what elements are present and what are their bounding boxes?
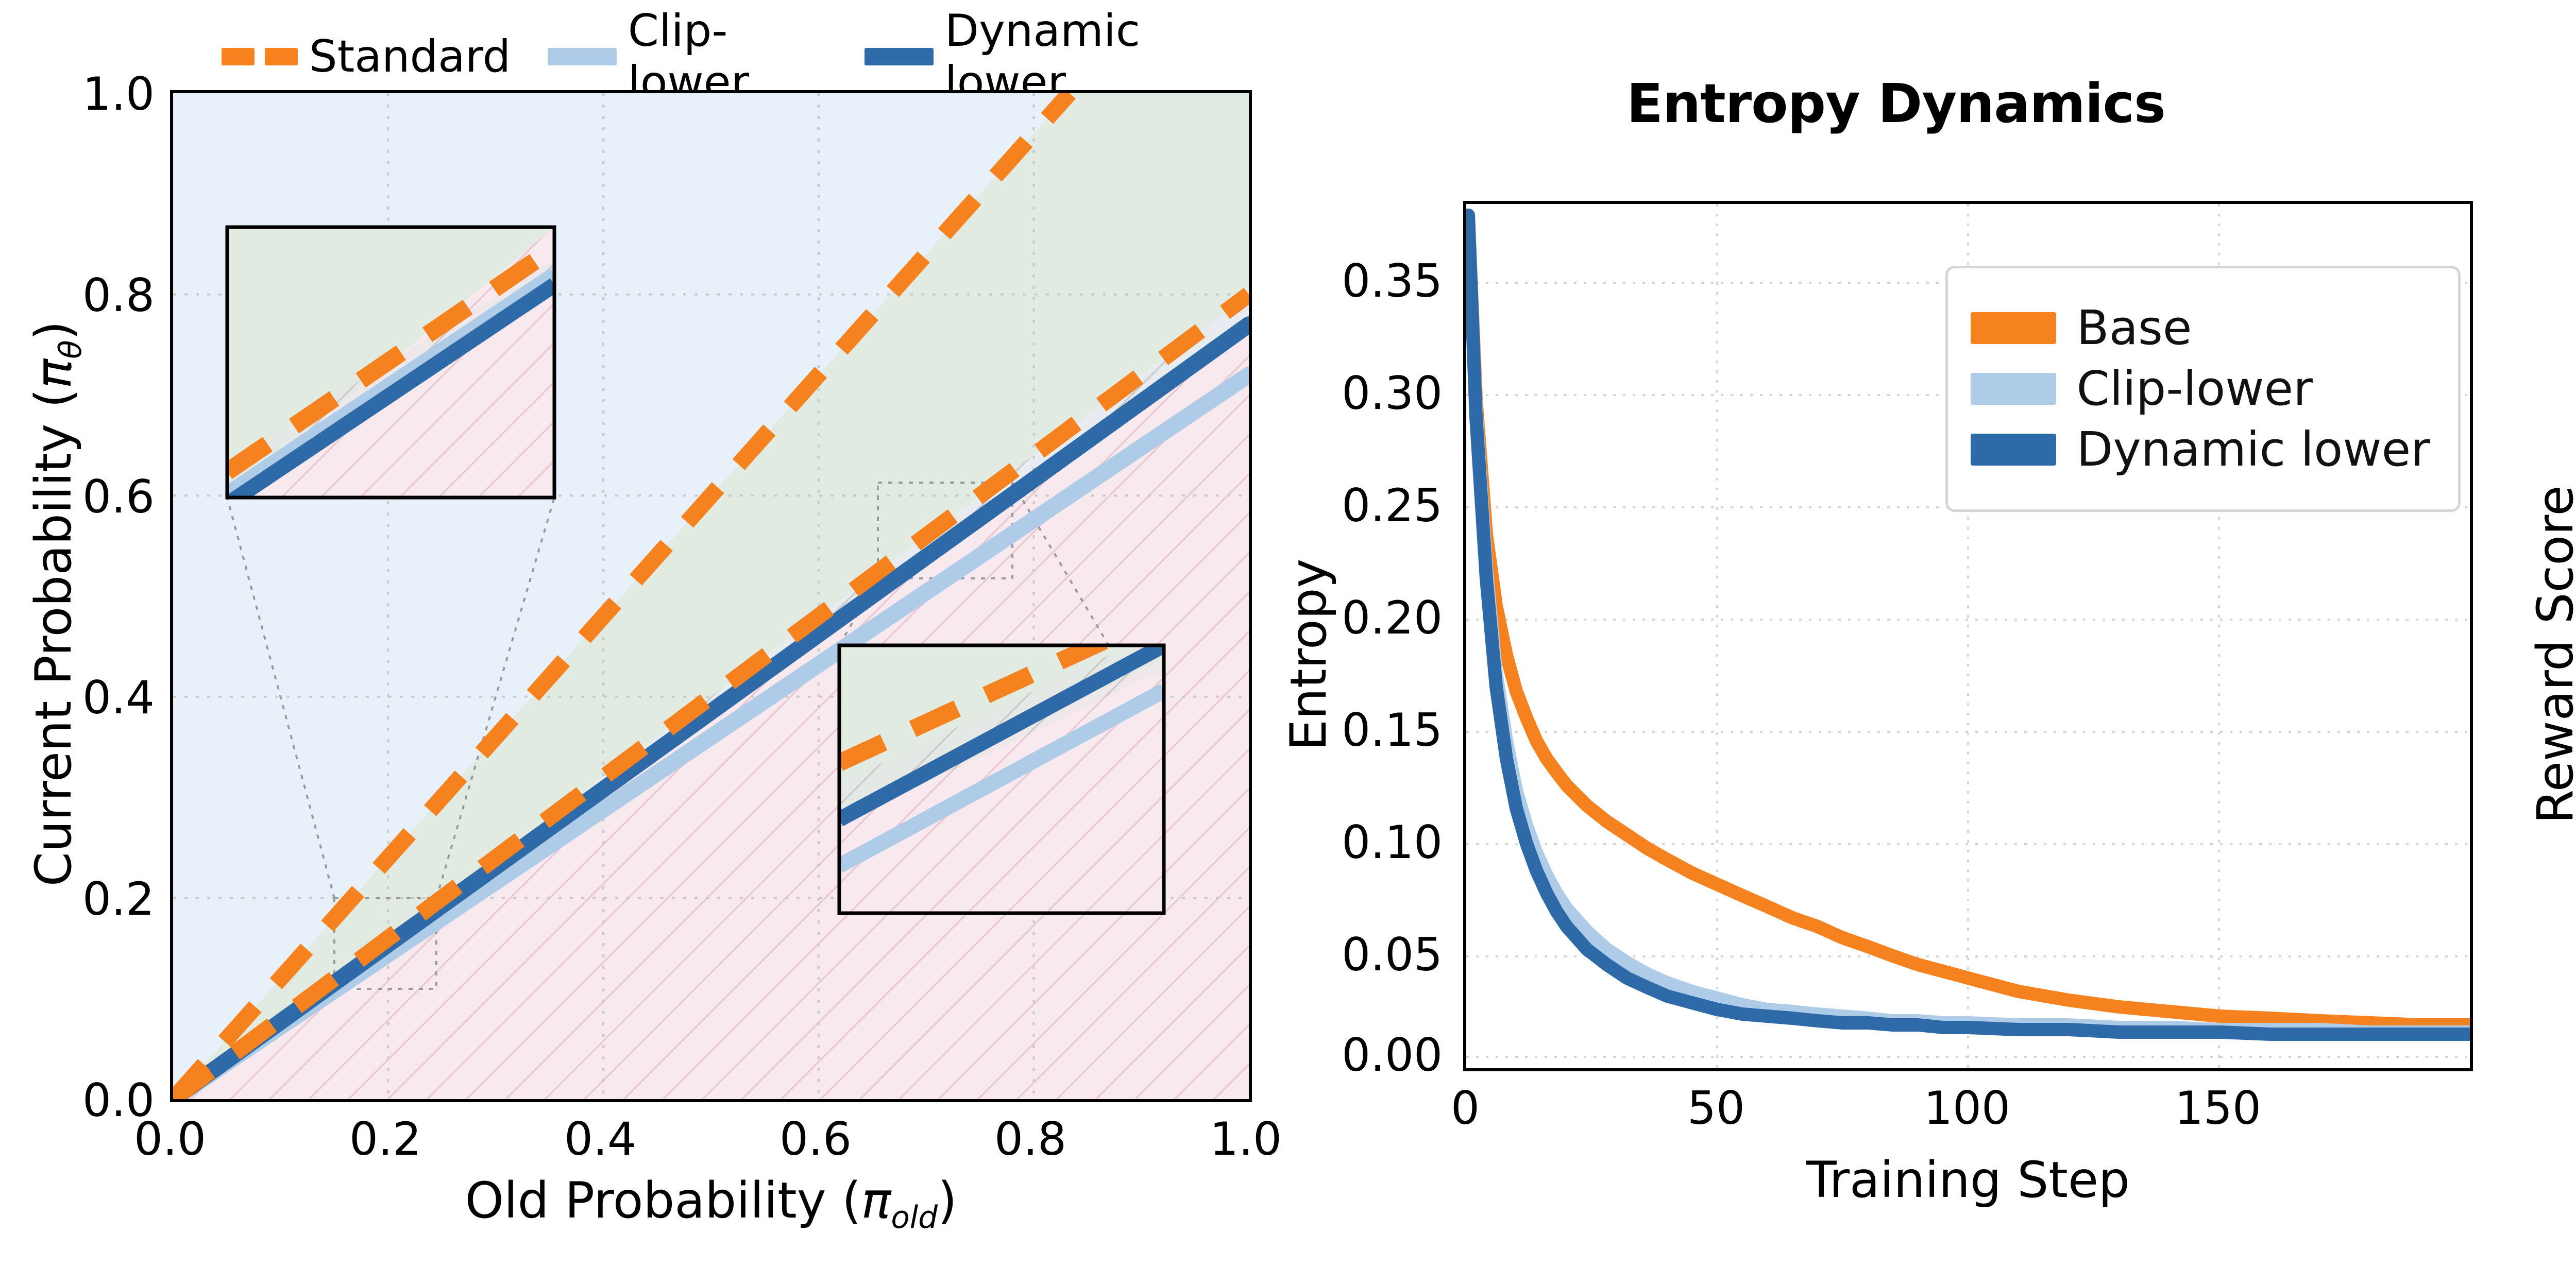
entropy-title: Entropy Dynamics bbox=[1626, 72, 2166, 135]
entropy-legend-label-dynamic-lower: Dynamic lower bbox=[2076, 422, 2431, 477]
clip-yaxis-label: Current Probability (πθ) bbox=[25, 63, 89, 1144]
clip-xtick-3: 0.6 bbox=[779, 1112, 852, 1166]
entropy-legend-swatch-base bbox=[1970, 312, 2056, 344]
reward-title: Reward Dynamics bbox=[2524, 72, 2576, 135]
clip-xaxis-label-close: ) bbox=[938, 1172, 957, 1229]
legend-swatch-standard bbox=[222, 48, 298, 65]
clip-xaxis-label-main: Old Probability ( bbox=[465, 1172, 861, 1229]
clip-xaxis-label-pi: π bbox=[861, 1172, 891, 1229]
entropy-legend-swatch-dynamic-lower bbox=[1970, 434, 2056, 466]
entropy-axes: Base Clip-lower Dynamic lower bbox=[1463, 201, 2473, 1071]
entropy-legend-swatch-clip-lower bbox=[1970, 373, 2056, 405]
clip-ytick-1: 0.2 bbox=[82, 872, 155, 926]
entropy-ytick-5: 0.10 bbox=[1342, 816, 1443, 869]
clip-ytick-5: 1.0 bbox=[82, 67, 155, 121]
clip-axes bbox=[170, 90, 1252, 1102]
entropy-ytick-0: 0.35 bbox=[1342, 254, 1443, 307]
entropy-xtick-1: 50 bbox=[1687, 1082, 1745, 1135]
clip-xaxis-label-sub: old bbox=[891, 1200, 938, 1236]
clip-xtick-4: 0.8 bbox=[994, 1112, 1066, 1166]
clip-yaxis-label-close: ) bbox=[24, 321, 82, 340]
entropy-ytick-6: 0.05 bbox=[1342, 928, 1443, 981]
entropy-ytick-1: 0.30 bbox=[1342, 367, 1443, 420]
entropy-legend-label-clip-lower: Clip-lower bbox=[2076, 361, 2313, 416]
clip-yaxis-label-main: Current Probability ( bbox=[24, 388, 82, 887]
legend-swatch-dynamic-lower bbox=[864, 48, 934, 65]
entropy-xtick-2: 100 bbox=[1924, 1082, 2010, 1135]
entropy-xtick-3: 150 bbox=[2175, 1082, 2261, 1135]
entropy-legend-row-dynamic-lower: Dynamic lower bbox=[1970, 422, 2431, 477]
entropy-xaxis-label: Training Step bbox=[1806, 1151, 2130, 1209]
clip-yaxis-label-pi: π bbox=[24, 358, 82, 389]
entropy-legend: Base Clip-lower Dynamic lower bbox=[1945, 266, 2461, 512]
clip-xtick-1: 0.2 bbox=[349, 1112, 421, 1166]
clip-yaxis-label-sub: θ bbox=[53, 340, 89, 359]
inset-upper-left bbox=[225, 225, 556, 500]
panel-reward-dynamics: Reward Dynamics bbox=[2524, 0, 2576, 1267]
entropy-ytick-3: 0.20 bbox=[1342, 591, 1443, 644]
clip-ytick-3: 0.6 bbox=[82, 470, 155, 523]
clip-xtick-0: 0.0 bbox=[134, 1112, 206, 1166]
legend-label-clip-lower: Clip-lower bbox=[628, 5, 750, 108]
panel-entropy-dynamics: Entropy Dynamics bbox=[1267, 0, 2524, 1267]
entropy-series-dynamic-lower bbox=[1466, 209, 2470, 1041]
entropy-series-base bbox=[1466, 209, 2470, 1032]
clip-xaxis-label: Old Probability (πold) bbox=[170, 1172, 1252, 1236]
clip-xtick-2: 0.4 bbox=[564, 1112, 636, 1166]
clip-plot-svg bbox=[173, 93, 1249, 1099]
entropy-legend-row-base: Base bbox=[1970, 300, 2431, 355]
legend-swatch-clip-lower bbox=[548, 48, 617, 65]
region-trust bbox=[173, 93, 1249, 1099]
legend-entry-standard: Standard bbox=[222, 31, 511, 82]
entropy-yaxis-label: Entropy bbox=[1280, 558, 1337, 751]
line-dynamic-lower bbox=[173, 316, 1249, 1099]
entropy-plot-svg bbox=[1466, 204, 2470, 1068]
legend-entry-clip-lower: Clip-lower bbox=[548, 5, 827, 108]
inset-lower-right bbox=[837, 643, 1166, 915]
entropy-xtick-0: 0 bbox=[1451, 1082, 1480, 1135]
entropy-ytick-2: 0.25 bbox=[1342, 479, 1443, 532]
clip-ytick-0: 0.0 bbox=[82, 1074, 155, 1127]
line-standard-upper bbox=[173, 93, 1076, 1099]
inset-source-box-upper bbox=[333, 897, 437, 990]
legend-label-standard: Standard bbox=[309, 31, 511, 82]
inset-source-box-lower bbox=[877, 482, 1013, 579]
clip-ytick-4: 0.8 bbox=[82, 269, 155, 322]
clip-ytick-2: 0.4 bbox=[82, 671, 155, 724]
entropy-ytick-4: 0.15 bbox=[1342, 704, 1443, 757]
entropy-legend-row-clip-lower: Clip-lower bbox=[1970, 361, 2431, 416]
line-standard-lower bbox=[173, 287, 1249, 1099]
entropy-legend-label-base: Base bbox=[2076, 300, 2192, 355]
reward-yaxis-label: Reward Score bbox=[2527, 485, 2576, 824]
clip-xtick-5: 1.0 bbox=[1210, 1112, 1282, 1166]
entropy-ytick-7: 0.00 bbox=[1342, 1029, 1443, 1082]
panel-clip-boundaries: Standard Clip-lower Dynamic lower bbox=[0, 0, 1282, 1267]
clip-legend: Standard Clip-lower Dynamic lower bbox=[222, 5, 1267, 108]
